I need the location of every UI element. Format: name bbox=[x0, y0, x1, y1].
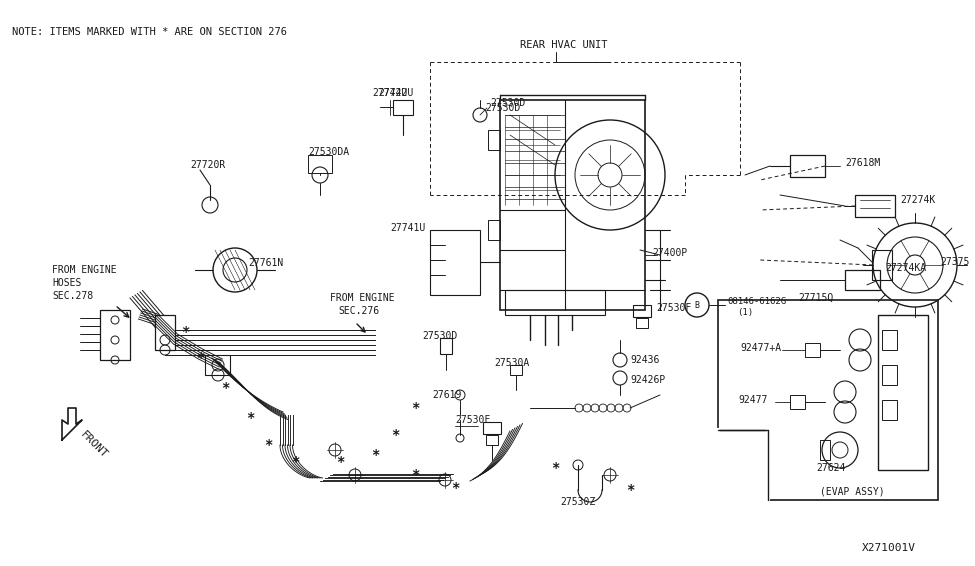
Text: SEC.278: SEC.278 bbox=[52, 291, 94, 301]
Text: FROM ENGINE: FROM ENGINE bbox=[330, 293, 395, 303]
Text: 27530D: 27530D bbox=[490, 98, 526, 108]
Text: *: * bbox=[335, 455, 344, 469]
Text: 27715Q: 27715Q bbox=[798, 293, 834, 303]
Text: REAR HVAC UNIT: REAR HVAC UNIT bbox=[520, 40, 607, 50]
Text: FRONT: FRONT bbox=[78, 430, 109, 461]
Text: 92426P: 92426P bbox=[630, 375, 665, 385]
Bar bbox=[882, 400, 897, 420]
Text: 27624: 27624 bbox=[816, 463, 845, 473]
Bar bbox=[872, 250, 892, 280]
Bar bbox=[308, 155, 332, 173]
Bar bbox=[488, 130, 500, 150]
Text: NOTE: ITEMS MARKED WITH * ARE ON SECTION 276: NOTE: ITEMS MARKED WITH * ARE ON SECTION… bbox=[12, 27, 287, 37]
Text: 27530DA: 27530DA bbox=[308, 147, 349, 157]
Bar bbox=[505, 290, 605, 315]
Text: 27618M: 27618M bbox=[845, 158, 880, 168]
Bar bbox=[440, 338, 452, 354]
Text: 27530A: 27530A bbox=[494, 358, 529, 368]
Text: 27742U: 27742U bbox=[378, 88, 413, 98]
Bar bbox=[820, 440, 830, 460]
Text: 92477: 92477 bbox=[738, 395, 767, 405]
Bar bbox=[878, 315, 928, 470]
Text: 27274KA: 27274KA bbox=[885, 263, 926, 273]
Text: *: * bbox=[291, 455, 299, 469]
Text: 27619: 27619 bbox=[432, 390, 461, 400]
Text: 27400P: 27400P bbox=[652, 248, 687, 258]
Text: 27742U: 27742U bbox=[372, 88, 408, 98]
Bar bbox=[790, 155, 825, 177]
Bar bbox=[855, 195, 895, 217]
Text: *: * bbox=[551, 461, 560, 475]
Text: 27530F: 27530F bbox=[455, 415, 490, 425]
Bar bbox=[882, 330, 897, 350]
Text: HOSES: HOSES bbox=[52, 278, 81, 288]
Text: 27741U: 27741U bbox=[390, 223, 425, 233]
Bar bbox=[510, 365, 522, 375]
Bar bbox=[790, 395, 805, 409]
Text: *: * bbox=[180, 325, 189, 339]
Text: *: * bbox=[410, 468, 419, 482]
Text: 27274K: 27274K bbox=[900, 195, 935, 205]
Text: *: * bbox=[410, 401, 419, 415]
Text: *: * bbox=[391, 428, 399, 442]
Bar bbox=[155, 315, 175, 350]
Bar bbox=[636, 318, 648, 328]
Text: 92436: 92436 bbox=[630, 355, 659, 365]
Text: 27761N: 27761N bbox=[248, 258, 284, 268]
Bar bbox=[633, 305, 651, 317]
Text: 08146-6162G: 08146-6162G bbox=[727, 298, 786, 307]
Text: FROM ENGINE: FROM ENGINE bbox=[52, 265, 117, 275]
Text: B: B bbox=[694, 301, 699, 310]
Text: 27375: 27375 bbox=[940, 257, 969, 267]
Text: *: * bbox=[370, 448, 379, 462]
Text: 27530Z: 27530Z bbox=[560, 497, 596, 507]
Text: X271001V: X271001V bbox=[862, 543, 916, 553]
Text: *: * bbox=[196, 351, 204, 365]
Text: 27530D: 27530D bbox=[485, 103, 521, 113]
Text: SEC.276: SEC.276 bbox=[338, 306, 379, 316]
Text: (EVAP ASSY): (EVAP ASSY) bbox=[820, 487, 884, 497]
Bar bbox=[205, 355, 230, 375]
Text: (1): (1) bbox=[737, 308, 753, 318]
Bar bbox=[718, 430, 768, 500]
Bar bbox=[500, 100, 645, 310]
Text: 27530F: 27530F bbox=[656, 303, 691, 313]
Text: *: * bbox=[220, 381, 229, 395]
Text: 92477+A: 92477+A bbox=[740, 343, 781, 353]
Bar bbox=[393, 100, 413, 115]
Text: *: * bbox=[626, 483, 634, 497]
Text: 27530D: 27530D bbox=[422, 331, 457, 341]
Text: 27720R: 27720R bbox=[190, 160, 225, 170]
Text: *: * bbox=[246, 411, 254, 425]
Bar bbox=[486, 435, 498, 445]
Bar bbox=[430, 230, 480, 295]
Text: *: * bbox=[450, 481, 459, 495]
Bar bbox=[100, 310, 130, 360]
Bar bbox=[882, 365, 897, 385]
Bar bbox=[805, 343, 820, 357]
Text: *: * bbox=[264, 438, 272, 452]
Bar bbox=[845, 270, 880, 290]
Bar bbox=[488, 220, 500, 240]
Bar bbox=[718, 300, 938, 500]
Bar bbox=[483, 422, 501, 434]
